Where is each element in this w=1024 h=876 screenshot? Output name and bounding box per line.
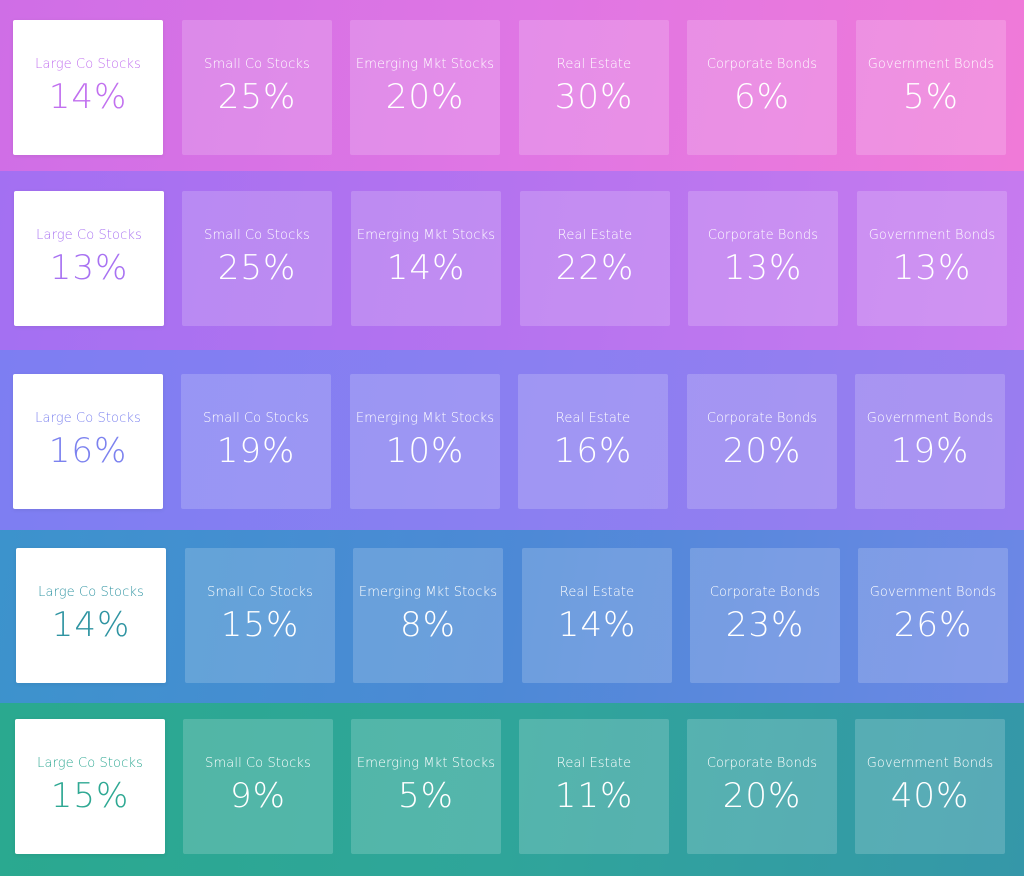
asset-label: Real Estate [559, 585, 635, 600]
asset-label: Small Co Stocks [207, 585, 313, 600]
asset-card-small-co-stocks[interactable]: Small Co Stocks 15% [185, 548, 335, 683]
asset-card-corporate-bonds[interactable]: Corporate Bonds 13% [688, 191, 838, 326]
asset-card-large-co-stocks[interactable]: Large Co Stocks 16% [13, 374, 163, 509]
asset-percent: 25% [217, 77, 297, 117]
asset-card-real-estate[interactable]: Real Estate 11% [519, 719, 669, 854]
asset-percent: 13% [892, 248, 972, 288]
asset-card-large-co-stocks[interactable]: Large Co Stocks 13% [14, 191, 164, 326]
asset-label: Small Co Stocks [205, 756, 311, 771]
asset-percent: 14% [48, 77, 128, 117]
asset-percent: 5% [398, 776, 454, 816]
asset-card-real-estate[interactable]: Real Estate 30% [519, 20, 669, 155]
asset-percent: 6% [734, 77, 790, 117]
asset-card-large-co-stocks[interactable]: Large Co Stocks 14% [16, 548, 166, 683]
asset-card-small-co-stocks[interactable]: Small Co Stocks 25% [182, 191, 332, 326]
asset-label: Emerging Mkt Stocks [355, 57, 495, 72]
asset-card-government-bonds[interactable]: Government Bonds 5% [856, 20, 1006, 155]
asset-percent: 16% [553, 431, 633, 471]
asset-label: Large Co Stocks [36, 228, 142, 243]
asset-percent: 22% [555, 248, 635, 288]
asset-card-corporate-bonds[interactable]: Corporate Bonds 23% [690, 548, 840, 683]
asset-card-real-estate[interactable]: Real Estate 14% [522, 548, 672, 683]
asset-label: Real Estate [556, 57, 632, 72]
asset-label: Government Bonds [866, 411, 994, 426]
asset-percent: 14% [557, 605, 637, 645]
asset-label: Emerging Mkt Stocks [356, 756, 496, 771]
allocation-row-1: Large Co Stocks 14% Small Co Stocks 25% … [0, 0, 1024, 171]
asset-card-real-estate[interactable]: Real Estate 22% [520, 191, 670, 326]
asset-card-large-co-stocks[interactable]: Large Co Stocks 15% [15, 719, 165, 854]
asset-label: Government Bonds [867, 57, 995, 72]
asset-label: Large Co Stocks [35, 411, 141, 426]
asset-percent: 13% [49, 248, 129, 288]
asset-card-corporate-bonds[interactable]: Corporate Bonds 20% [687, 719, 837, 854]
asset-label: Small Co Stocks [203, 411, 309, 426]
asset-percent: 9% [230, 776, 286, 816]
asset-card-government-bonds[interactable]: Government Bonds 26% [858, 548, 1008, 683]
asset-card-corporate-bonds[interactable]: Corporate Bonds 20% [687, 374, 837, 509]
allocation-row-5: Large Co Stocks 15% Small Co Stocks 9% E… [0, 703, 1024, 876]
asset-card-emerging-mkt-stocks[interactable]: Emerging Mkt Stocks 20% [350, 20, 500, 155]
asset-card-corporate-bonds[interactable]: Corporate Bonds 6% [687, 20, 837, 155]
asset-card-emerging-mkt-stocks[interactable]: Emerging Mkt Stocks 14% [351, 191, 501, 326]
asset-percent: 20% [385, 77, 465, 117]
asset-label: Real Estate [555, 411, 631, 426]
asset-card-small-co-stocks[interactable]: Small Co Stocks 19% [181, 374, 331, 509]
asset-percent: 15% [220, 605, 300, 645]
asset-percent: 10% [385, 431, 465, 471]
asset-label: Emerging Mkt Stocks [358, 585, 498, 600]
asset-percent: 26% [893, 605, 973, 645]
asset-percent: 40% [890, 776, 970, 816]
asset-label: Government Bonds [866, 756, 994, 771]
asset-label: Large Co Stocks [37, 756, 143, 771]
allocation-row-4: Large Co Stocks 14% Small Co Stocks 15% … [0, 530, 1024, 703]
asset-label: Corporate Bonds [706, 756, 818, 771]
asset-percent: 14% [386, 248, 466, 288]
asset-percent: 14% [51, 605, 131, 645]
asset-card-government-bonds[interactable]: Government Bonds 40% [855, 719, 1005, 854]
asset-percent: 16% [48, 431, 128, 471]
asset-label: Emerging Mkt Stocks [355, 411, 495, 426]
asset-card-emerging-mkt-stocks[interactable]: Emerging Mkt Stocks 8% [353, 548, 503, 683]
asset-label: Government Bonds [868, 228, 996, 243]
asset-label: Corporate Bonds [706, 57, 818, 72]
asset-card-government-bonds[interactable]: Government Bonds 13% [857, 191, 1007, 326]
asset-card-large-co-stocks[interactable]: Large Co Stocks 14% [13, 20, 163, 155]
asset-percent: 8% [400, 605, 456, 645]
asset-label: Corporate Bonds [707, 228, 819, 243]
asset-label: Corporate Bonds [706, 411, 818, 426]
asset-percent: 19% [890, 431, 970, 471]
asset-label: Small Co Stocks [204, 57, 310, 72]
asset-label: Small Co Stocks [204, 228, 310, 243]
asset-percent: 20% [722, 776, 802, 816]
asset-card-small-co-stocks[interactable]: Small Co Stocks 25% [182, 20, 332, 155]
asset-percent: 19% [216, 431, 296, 471]
asset-label: Large Co Stocks [38, 585, 144, 600]
asset-label: Government Bonds [869, 585, 997, 600]
asset-card-real-estate[interactable]: Real Estate 16% [518, 374, 668, 509]
asset-card-emerging-mkt-stocks[interactable]: Emerging Mkt Stocks 10% [350, 374, 500, 509]
allocation-row-3: Large Co Stocks 16% Small Co Stocks 19% … [0, 350, 1024, 530]
asset-label: Real Estate [556, 756, 632, 771]
asset-label: Corporate Bonds [709, 585, 821, 600]
asset-percent: 11% [554, 776, 634, 816]
asset-percent: 20% [722, 431, 802, 471]
asset-card-emerging-mkt-stocks[interactable]: Emerging Mkt Stocks 5% [351, 719, 501, 854]
asset-label: Emerging Mkt Stocks [356, 228, 496, 243]
asset-percent: 30% [554, 77, 634, 117]
allocation-row-2: Large Co Stocks 13% Small Co Stocks 25% … [0, 171, 1024, 350]
asset-card-small-co-stocks[interactable]: Small Co Stocks 9% [183, 719, 333, 854]
asset-percent: 25% [217, 248, 297, 288]
asset-percent: 23% [725, 605, 805, 645]
asset-percent: 13% [723, 248, 803, 288]
asset-label: Large Co Stocks [35, 57, 141, 72]
asset-percent: 15% [50, 776, 130, 816]
asset-card-government-bonds[interactable]: Government Bonds 19% [855, 374, 1005, 509]
asset-label: Real Estate [557, 228, 633, 243]
asset-percent: 5% [903, 77, 959, 117]
